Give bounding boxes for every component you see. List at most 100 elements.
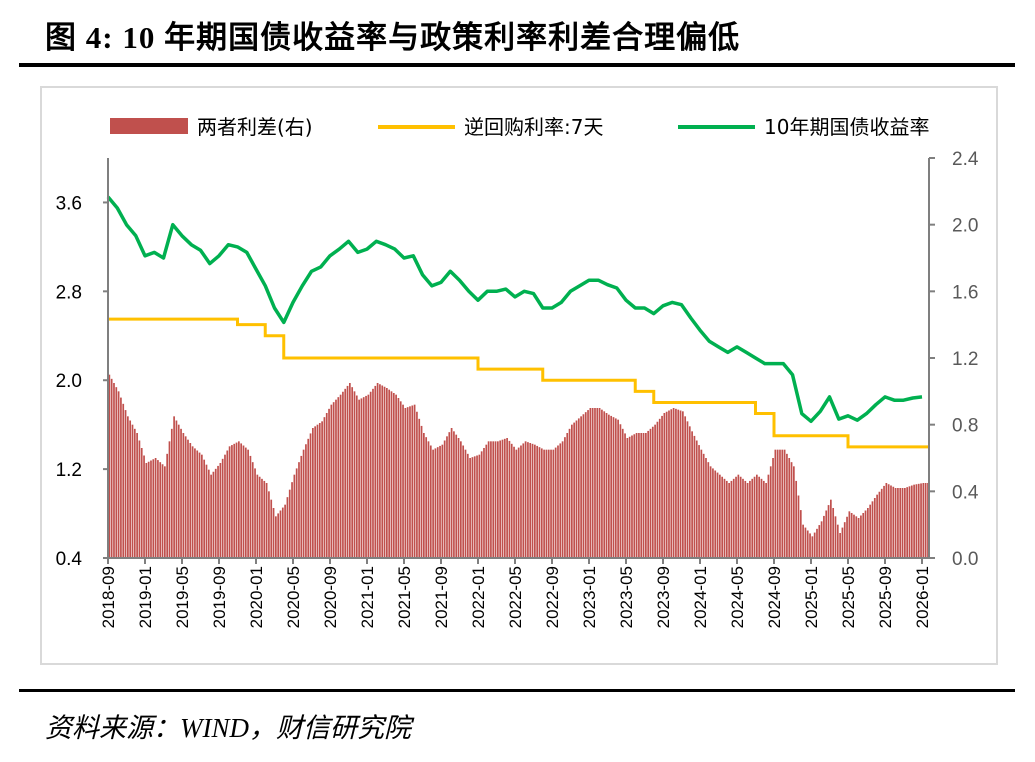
spread-bar — [827, 505, 830, 558]
spread-bar — [631, 435, 633, 558]
spread-bar — [904, 488, 906, 558]
spread-bar — [584, 412, 587, 558]
spread-bar — [638, 433, 640, 558]
x-tick-label: 2021-09 — [432, 566, 451, 628]
spread-bar — [735, 476, 737, 558]
spread-bar — [520, 445, 522, 558]
spread-bar — [460, 441, 462, 558]
spread-bar — [279, 510, 282, 558]
spread-bar — [328, 408, 330, 558]
spread-bar — [594, 408, 596, 558]
spread-bar — [675, 408, 677, 558]
spread-bar — [779, 449, 781, 558]
spread-bar — [850, 513, 853, 558]
spread-bar — [286, 497, 289, 558]
spread-bar — [159, 462, 162, 558]
spread-bar — [198, 452, 201, 558]
spread-bar — [605, 413, 608, 558]
spread-bar — [776, 449, 779, 558]
spread-bar — [201, 454, 203, 558]
spread-bar — [122, 403, 125, 558]
spread-bar — [420, 425, 423, 558]
spread-bar — [712, 468, 714, 558]
spread-bar — [499, 440, 502, 558]
spread-bar — [117, 391, 120, 558]
spread-bar — [688, 426, 691, 558]
spread-bar — [372, 388, 374, 558]
spread-bar — [806, 530, 809, 558]
x-tick-label: 2020-05 — [284, 566, 303, 628]
spread-bar — [547, 449, 550, 558]
spread-bar — [293, 474, 296, 558]
spread-bar — [832, 508, 835, 558]
spread-bar — [853, 514, 855, 558]
spread-bar — [559, 443, 562, 558]
left-tick-label: 3.6 — [56, 193, 82, 214]
legend-label-yield: 10年期国债收益率 — [764, 115, 929, 139]
spread-bar — [573, 422, 576, 558]
spread-bar — [335, 399, 337, 558]
spread-bar — [207, 469, 210, 558]
spread-bar — [369, 391, 372, 558]
x-tick-label: 2022-09 — [543, 566, 562, 628]
spread-bar — [756, 474, 758, 558]
x-tick-label: 2022-05 — [506, 566, 525, 628]
spread-bar — [487, 441, 490, 558]
spread-bar — [494, 441, 497, 558]
spread-bar — [240, 443, 243, 558]
spread-bar — [453, 431, 455, 558]
x-tick-label: 2021-01 — [358, 566, 377, 628]
spread-bar — [351, 387, 354, 558]
spread-bar — [120, 397, 122, 558]
spread-bar — [265, 483, 268, 558]
spread-bar — [799, 510, 802, 558]
spread-bar — [869, 504, 872, 558]
spread-bar — [640, 433, 643, 558]
repo-rate-line — [108, 317, 929, 449]
spread-bar — [298, 462, 300, 558]
spread-bar — [658, 418, 661, 558]
spread-bar — [626, 438, 629, 558]
spread-bar — [540, 448, 543, 558]
spread-bar — [376, 383, 379, 558]
spread-bar — [917, 483, 920, 558]
spread-bar — [191, 446, 194, 558]
spread-bar — [404, 408, 407, 558]
spread-bar — [337, 397, 340, 558]
spread-bar — [515, 449, 518, 558]
right-tick-label: 0.4 — [952, 482, 979, 503]
spread-bar — [360, 398, 363, 558]
spread-bar — [503, 438, 506, 558]
spread-bar — [922, 483, 925, 558]
spread-bar — [742, 478, 744, 558]
spread-bar — [621, 428, 624, 558]
spread-bar — [140, 448, 143, 558]
spread-bar — [857, 518, 860, 558]
spread-bar — [205, 464, 208, 558]
spread-bar — [305, 444, 307, 558]
spread-bar — [238, 441, 240, 558]
right-tick-label: 1.6 — [952, 282, 978, 303]
spread-bar — [189, 443, 192, 558]
spread-bar — [677, 409, 680, 558]
spread-bar — [307, 438, 310, 558]
spread-bar — [164, 466, 166, 558]
spread-bar — [587, 410, 589, 558]
spread-bar — [390, 391, 393, 558]
spread-bar — [224, 454, 226, 558]
spread-bar — [277, 513, 280, 558]
spread-bar — [760, 478, 763, 558]
spread-bar — [841, 527, 844, 558]
spread-bar — [545, 449, 548, 558]
spread-bar — [219, 463, 222, 558]
spread-bar — [217, 465, 219, 558]
spread-bar — [843, 522, 846, 558]
axes: 0.4 1.2 2.0 2.8 3.6 0.0 0.4 0.8 1.2 1.6 2.0 2.4 2018… — [56, 149, 979, 628]
spread-bar — [353, 391, 356, 558]
spread-bar — [531, 443, 534, 558]
spread-bar — [166, 453, 169, 558]
spread-bar — [281, 507, 284, 558]
spread-bar — [268, 491, 270, 558]
spread-bar — [480, 451, 483, 558]
x-tick-label: 2020-01 — [247, 566, 266, 628]
